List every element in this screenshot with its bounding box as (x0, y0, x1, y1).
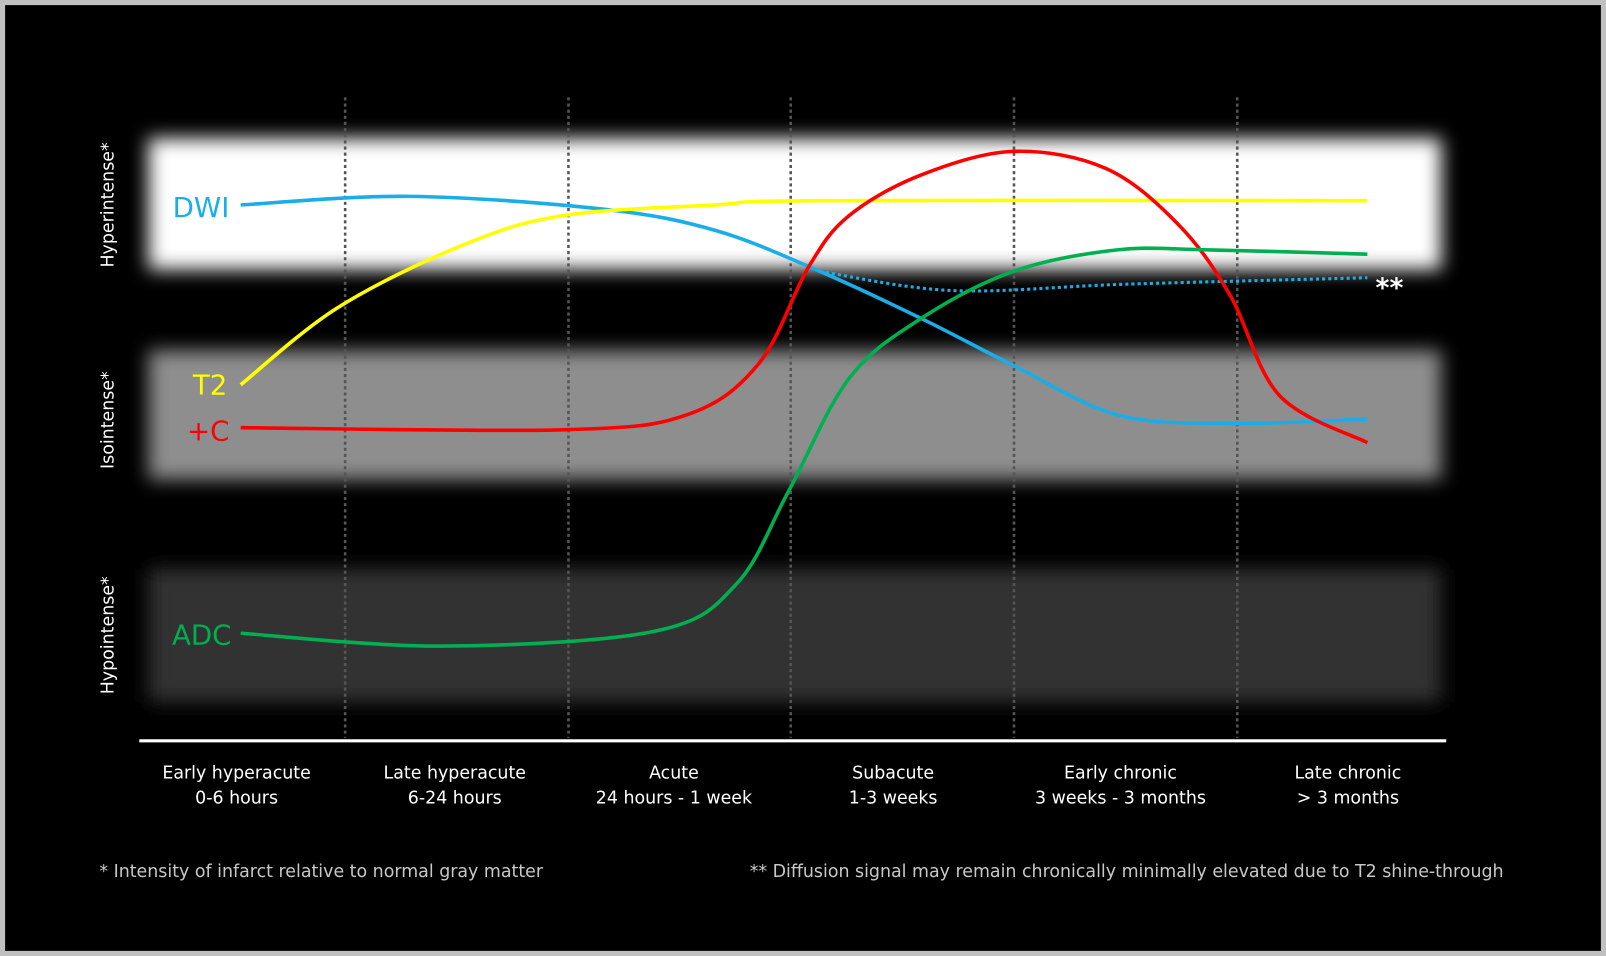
series-label-contrast: +C (187, 415, 229, 448)
x-tick-label-range: 6-24 hours (408, 788, 502, 808)
series-label-adc: ADC (172, 619, 231, 652)
y-label-isointense: Isointense* (99, 371, 119, 469)
x-tick-label-stage: Subacute (852, 764, 934, 784)
footnote-diffusion: ** Diffusion signal may remain chronical… (750, 862, 1504, 882)
x-tick-label-stage: Late hyperacute (384, 764, 526, 784)
x-tick-label-stage: Early chronic (1064, 764, 1177, 784)
band-isointense (148, 350, 1442, 480)
x-tick-label-range: 1-3 weeks (849, 788, 938, 808)
series-label-dwi: DWI (173, 191, 230, 224)
series-line-dwi (240, 194, 1368, 426)
x-tick-label-range: 24 hours - 1 week (596, 788, 753, 808)
series-line-t2 (239, 198, 1368, 387)
footnote-intensity: * Intensity of infarct relative to norma… (99, 862, 544, 882)
x-tick-label-stage: Acute (649, 764, 699, 784)
x-tick-label-range: 3 weeks - 3 months (1035, 788, 1206, 808)
dwi-dotted-annotation: ** (1376, 273, 1404, 304)
band-hypointense (148, 568, 1442, 702)
series-line-contrastc (240, 149, 1369, 445)
x-tick-label-stage: Early hyperacute (162, 764, 311, 784)
band-hyperintense (148, 138, 1442, 270)
y-label-hypointense: Hypointense* (99, 576, 119, 694)
y-label-hyperintense: Hyperintense* (99, 142, 119, 268)
x-tick-label-range: > 3 months (1297, 788, 1399, 808)
series-line-dwi-dotted (819, 269, 1368, 293)
series-line-adc (240, 246, 1368, 648)
x-tick-label-stage: Late chronic (1294, 764, 1401, 784)
series-label-t2: T2 (192, 368, 227, 401)
x-tick-label-range: 0-6 hours (195, 788, 278, 808)
